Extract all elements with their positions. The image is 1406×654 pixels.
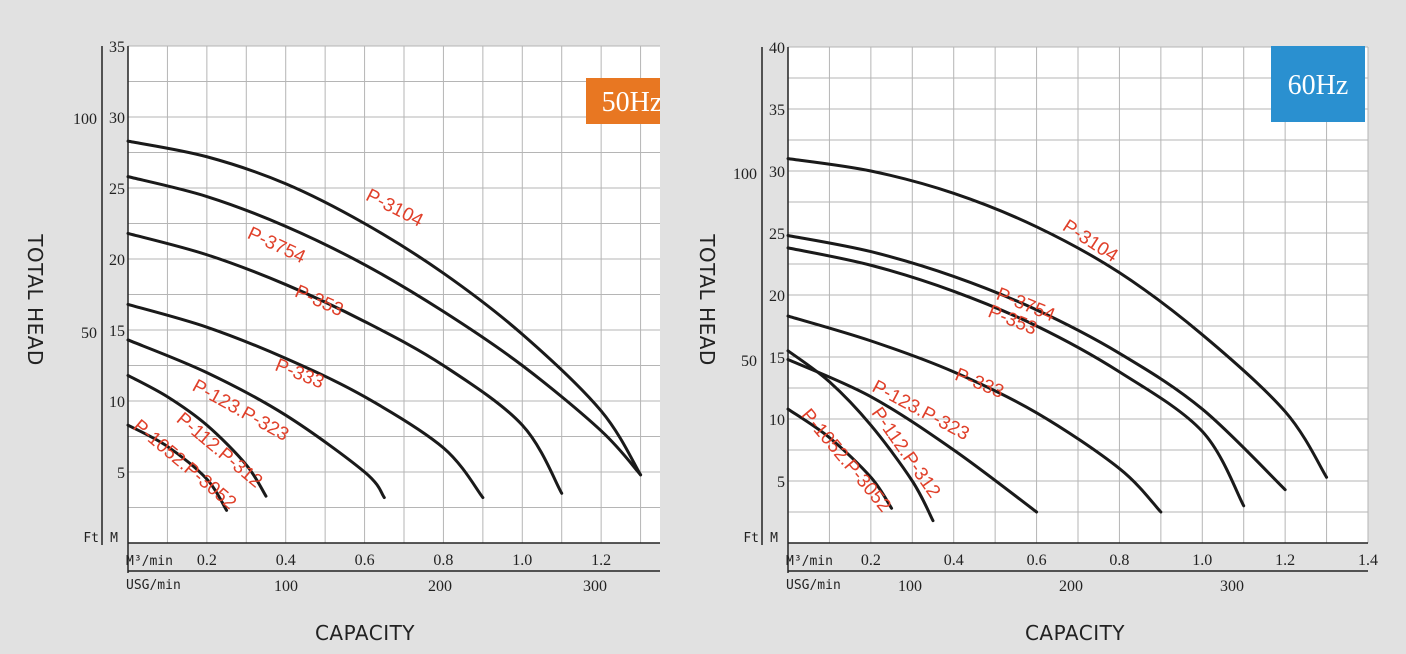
y-tick-label: 30 <box>109 110 125 127</box>
y-tick-label: 25 <box>109 181 125 198</box>
grid <box>788 46 1369 543</box>
x-tick-label: 0.4 <box>276 552 296 569</box>
frequency-badge <box>586 78 660 124</box>
y-tick-label: 5 <box>777 474 785 491</box>
x-tick-label: 0.8 <box>1109 552 1129 569</box>
x-tick-label: 1.0 <box>512 552 532 569</box>
x-tick-label: 0.2 <box>197 552 217 569</box>
series-line-p-3754 <box>126 175 643 477</box>
y-tick-label: 40 <box>769 40 785 57</box>
y-tick-label: 10 <box>109 394 125 411</box>
y2-tick-label: 100 <box>73 111 97 128</box>
x-tick-label: 1.4 <box>1358 552 1378 569</box>
axes <box>761 47 1368 573</box>
y-tick-label: 30 <box>769 164 785 181</box>
y-axis-title: TOTAL HEAD <box>695 233 719 366</box>
series-line-p-112-p-312 <box>126 373 268 498</box>
series-line-p-3104 <box>126 139 643 477</box>
axes <box>101 46 660 573</box>
y-tick-label: 15 <box>769 350 785 367</box>
x-tick-label: 1.2 <box>591 552 611 569</box>
y-tick-label: 35 <box>769 102 785 119</box>
y-axis-title: TOTAL HEAD <box>23 233 47 366</box>
series-line-p-112-p-312 <box>786 349 935 523</box>
series-line-p-1052-p-3052 <box>126 423 229 512</box>
y-tick-label: 35 <box>109 39 125 56</box>
chart-60hz: 5 10 15 20 25 30 35 40 M Ft 50 100 0.2 0.4 0.6 0.8 1.0 1.… <box>660 0 1406 654</box>
x2-tick-label: 300 <box>1220 578 1244 595</box>
y-unit-secondary: Ft <box>83 531 99 546</box>
x-unit-primary: M³/min <box>786 554 833 569</box>
y2-tick-label: 50 <box>81 325 97 342</box>
x-unit-secondary: USG/min <box>786 578 841 593</box>
x-tick-label: 0.6 <box>355 552 375 569</box>
x2-tick-label: 100 <box>274 578 298 595</box>
frequency-badge-label: 50Hz <box>602 87 660 118</box>
x-tick-label: 1.0 <box>1192 552 1212 569</box>
y-unit-primary: M <box>770 531 778 546</box>
y-tick-label: 20 <box>769 288 785 305</box>
chart-svg: 5 10 15 20 25 30 35 40 M Ft 50 100 0.2 0.4 0.6 0.8 1.0 1.… <box>695 40 1378 645</box>
series-line-p-353 <box>786 246 1246 508</box>
x2-tick-label: 200 <box>428 578 452 595</box>
y2-tick-label: 100 <box>733 166 757 183</box>
series-line-p-333 <box>786 314 1163 514</box>
series-line-p-3104 <box>786 157 1329 479</box>
series-line-p-123-p-323 <box>786 357 1039 514</box>
x-tick-label: 0.8 <box>433 552 453 569</box>
y2-tick-label: 50 <box>741 353 757 370</box>
x-tick-label: 0.2 <box>861 552 881 569</box>
y-tick-label: 20 <box>109 252 125 269</box>
series-line-p-353 <box>126 231 564 495</box>
x-tick-label: 0.4 <box>944 552 964 569</box>
series-line-p-333 <box>126 302 485 500</box>
chart-svg: 5 10 15 20 25 30 35 M Ft 50 100 0.2 0.4 0.6 0.8 1.0 1.2 1… <box>23 39 660 645</box>
y-tick-label: 10 <box>769 412 785 429</box>
x-axis-title: CAPACITY <box>1025 621 1125 645</box>
y-unit-secondary: Ft <box>743 531 759 546</box>
y-tick-label: 15 <box>109 323 125 340</box>
x2-tick-label: 200 <box>1059 578 1083 595</box>
series-line-p-3754 <box>786 233 1287 492</box>
chart-50hz: 5 10 15 20 25 30 35 M Ft 50 100 0.2 0.4 0.6 0.8 1.0 1.2 1… <box>0 0 660 654</box>
x-tick-label: 0.6 <box>1027 552 1047 569</box>
x-tick-label: 1.2 <box>1275 552 1295 569</box>
x2-tick-label: 300 <box>583 578 607 595</box>
x-unit-secondary: USG/min <box>126 578 181 593</box>
x-unit-primary: M³/min <box>126 554 173 569</box>
series-line-p-1052-p-3052 <box>786 407 894 510</box>
frequency-badge-label: 60Hz <box>1288 70 1349 101</box>
x2-tick-label: 100 <box>898 578 922 595</box>
x-axis-title: CAPACITY <box>315 621 415 645</box>
series-line-p-123-p-323 <box>126 338 386 500</box>
y-tick-label: 5 <box>117 465 125 482</box>
y-unit-primary: M <box>110 531 118 546</box>
frequency-badge <box>1271 46 1365 122</box>
y-tick-label: 25 <box>769 226 785 243</box>
